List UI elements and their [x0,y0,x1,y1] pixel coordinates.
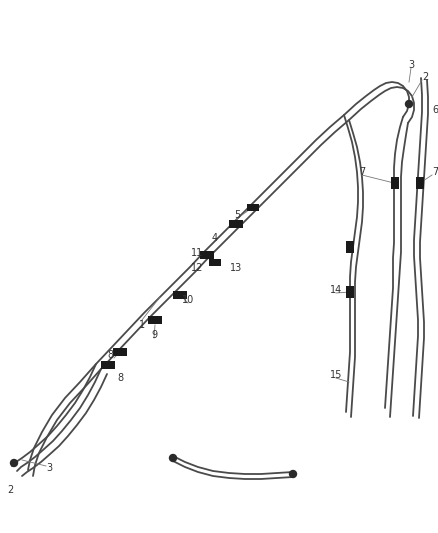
Circle shape [11,459,18,466]
Text: 4: 4 [212,233,218,243]
Text: 7: 7 [432,167,438,177]
Circle shape [170,455,177,462]
Bar [173,291,187,299]
Text: 1: 1 [139,320,145,330]
Bar [113,348,127,356]
Text: 3: 3 [46,463,52,473]
Text: 7: 7 [359,167,365,177]
Bar [247,204,259,211]
Text: 13: 13 [230,263,242,273]
Text: 11: 11 [191,248,203,258]
Bar [346,286,354,298]
Text: 5: 5 [234,210,240,220]
Text: 2: 2 [7,485,13,495]
Bar [200,251,214,259]
Bar [148,316,162,324]
Text: 14: 14 [330,285,342,295]
Text: 6: 6 [432,105,438,115]
Text: 8: 8 [117,373,123,383]
Bar [346,241,354,253]
Text: 12: 12 [191,263,203,273]
Circle shape [290,471,297,478]
Bar [416,177,424,189]
Bar [391,177,399,189]
Bar [101,361,115,369]
Text: 15: 15 [330,370,342,380]
Text: 2: 2 [422,72,428,82]
Text: 10: 10 [182,295,194,305]
Bar [209,259,221,265]
Text: 9: 9 [151,330,157,340]
Text: 3: 3 [408,60,414,70]
Circle shape [406,101,413,108]
Bar [229,220,243,228]
Text: 8: 8 [108,350,114,360]
